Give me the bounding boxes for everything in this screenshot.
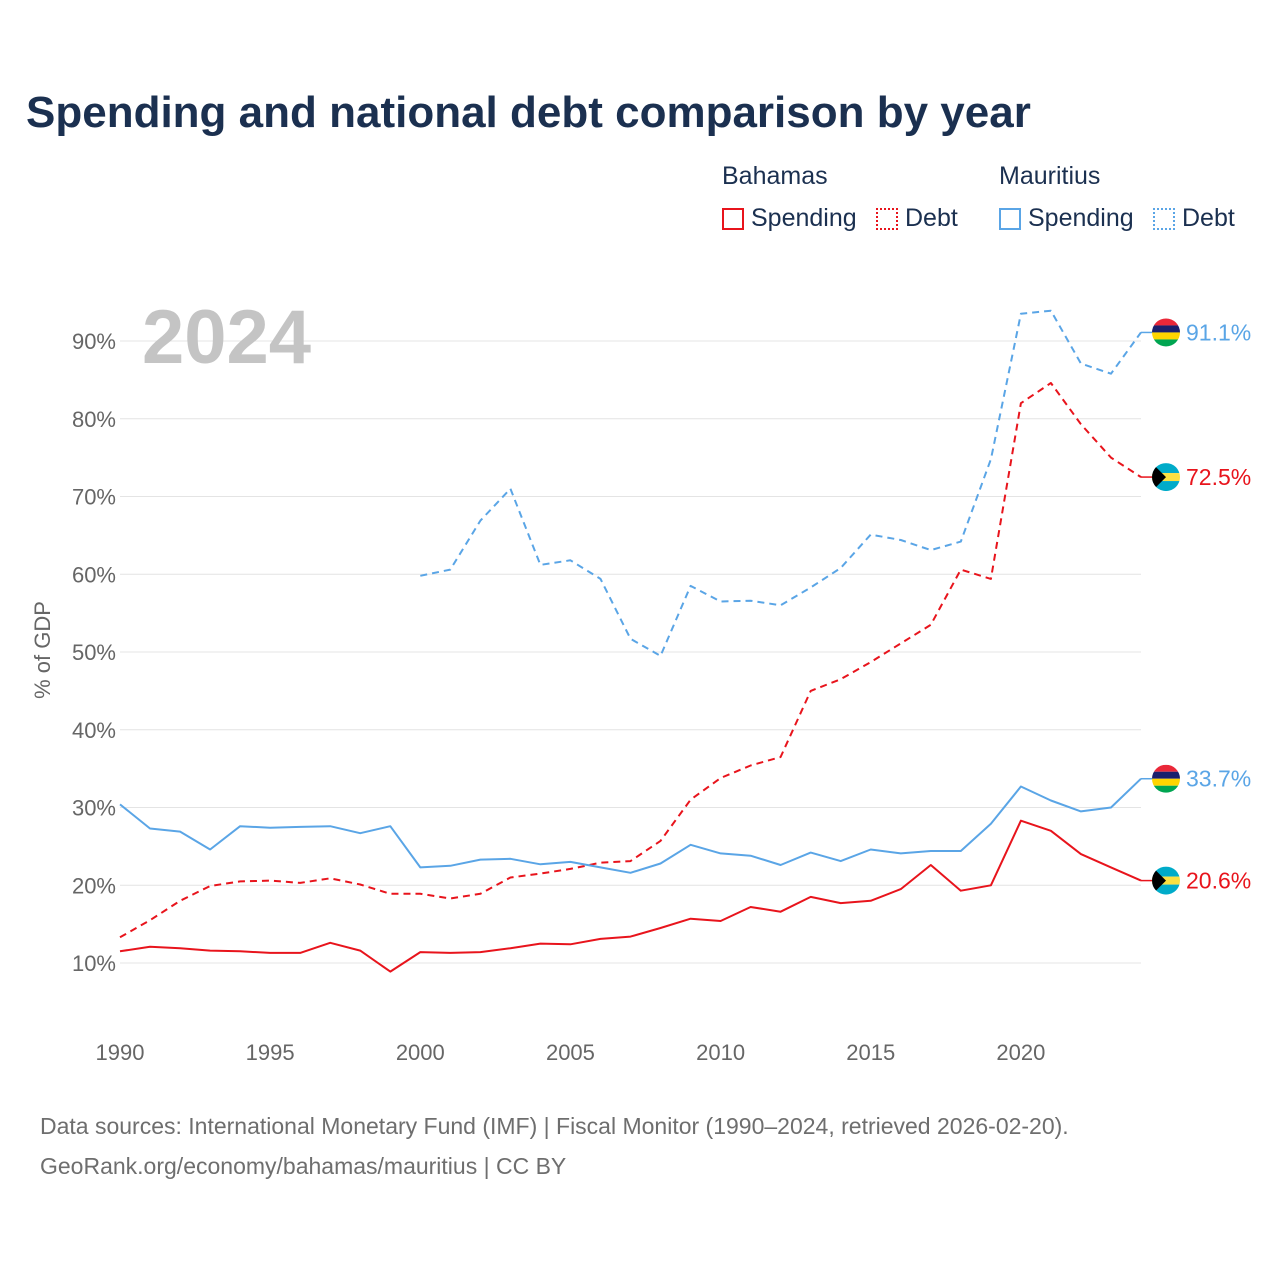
- bahamas-flag-icon: [1152, 867, 1180, 895]
- end-value-label: 91.1%: [1186, 319, 1251, 345]
- series-line-bahamas-spending[interactable]: [119, 819, 1142, 973]
- y-tick-label: 50%: [72, 640, 116, 665]
- legend-label: Spending: [751, 204, 857, 232]
- y-tick-label: 40%: [72, 718, 116, 743]
- legend-mauritius-debt[interactable]: Debt: [1153, 204, 1235, 233]
- y-axis-ticks: 10% 20% 30% 40% 50% 60% 70% 80% 90%: [72, 329, 116, 976]
- year-watermark: 2024: [142, 295, 311, 380]
- gridlines: [120, 340, 1141, 964]
- x-tick-label: 1990: [96, 1040, 145, 1065]
- legend-bahamas-debt[interactable]: Debt: [876, 204, 958, 233]
- footer: Data sources: International Monetary Fun…: [40, 1106, 1069, 1186]
- legend-label: Debt: [1182, 204, 1235, 232]
- x-axis-ticks: 1990 1995 2000 2005 2010 2015 2020: [96, 1040, 1046, 1065]
- series-line-mauritius-spending[interactable]: [119, 777, 1142, 874]
- legend-swatch-dotted: [1153, 207, 1175, 230]
- legend-label: Spending: [1028, 204, 1134, 232]
- y-tick-label: 80%: [72, 407, 116, 432]
- end-value-label: 33.7%: [1186, 766, 1251, 792]
- chart-title: Spending and national debt comparison by…: [26, 88, 1031, 137]
- end-value-label: 72.5%: [1186, 464, 1251, 490]
- series-line-bahamas-debt[interactable]: [119, 382, 1142, 939]
- mauritius-flag-icon: [1152, 318, 1180, 346]
- legend-country-bahamas: Bahamas: [722, 162, 828, 190]
- y-tick-label: 20%: [72, 873, 116, 898]
- series-line-mauritius-debt[interactable]: [420, 309, 1142, 657]
- y-tick-label: 90%: [72, 329, 116, 354]
- line-chart: 10% 20% 30% 40% 50% 60% 70% 80% 90% 1990 1995 2000…: [30, 295, 1251, 1065]
- end-labels: 72.5% 91.1% 33.7% 20.6%: [1141, 318, 1251, 894]
- x-tick-label: 2005: [546, 1040, 595, 1065]
- y-tick-label: 10%: [72, 951, 116, 976]
- source-note: Data sources: International Monetary Fun…: [40, 1113, 1069, 1139]
- y-tick-label: 30%: [72, 796, 116, 821]
- legend-label: Debt: [905, 204, 958, 232]
- x-tick-label: 2010: [696, 1040, 745, 1065]
- end-value-label: 20.6%: [1186, 868, 1251, 894]
- legend-country-mauritius: Mauritius: [999, 162, 1101, 190]
- y-tick-label: 70%: [72, 485, 116, 510]
- x-tick-label: 2020: [996, 1040, 1045, 1065]
- legend-mauritius-spending[interactable]: Spending: [999, 204, 1134, 233]
- x-tick-label: 2000: [396, 1040, 445, 1065]
- series-lines: [119, 309, 1142, 973]
- y-tick-label: 60%: [72, 562, 116, 587]
- attribution-note[interactable]: GeoRank.org/economy/bahamas/mauritius | …: [40, 1153, 567, 1179]
- legend-swatch-solid: [722, 207, 744, 230]
- y-axis-label: % of GDP: [30, 601, 55, 699]
- x-tick-label: 1995: [246, 1040, 295, 1065]
- x-tick-label: 2015: [846, 1040, 895, 1065]
- mauritius-flag-icon: [1152, 765, 1180, 793]
- legend-bahamas-spending[interactable]: Spending: [722, 204, 857, 233]
- legend-swatch-dotted: [876, 207, 898, 230]
- legend-swatch-solid: [999, 207, 1021, 230]
- bahamas-flag-icon: [1152, 463, 1180, 491]
